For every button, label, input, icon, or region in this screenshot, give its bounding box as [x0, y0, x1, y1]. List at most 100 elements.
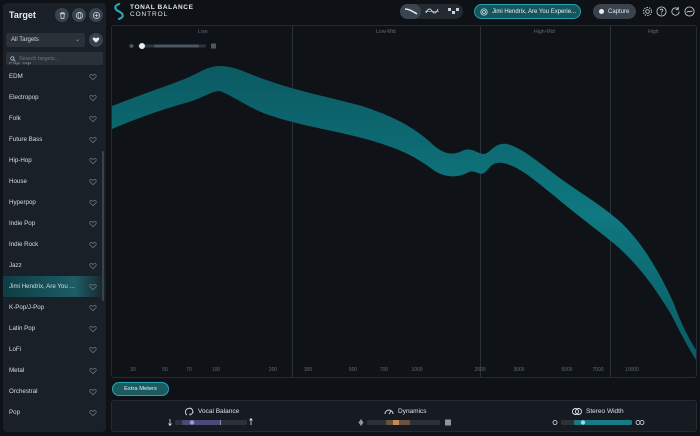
heart-icon[interactable]: [89, 241, 97, 249]
freq-tick: 50: [162, 367, 168, 373]
heart-icon[interactable]: [89, 73, 97, 81]
capture-button[interactable]: Capture: [593, 4, 636, 19]
target-list-item-label: Metal: [9, 367, 25, 374]
heart-icon[interactable]: [89, 157, 97, 165]
globe-icon: [75, 11, 83, 19]
target-list-item-label: Pop: [9, 409, 21, 416]
search-icon: [10, 55, 16, 62]
meters-view-button[interactable]: [442, 4, 463, 19]
head-icon: [185, 407, 194, 416]
heart-icon[interactable]: [89, 199, 97, 207]
target-list-item[interactable]: Electropop: [3, 87, 106, 108]
band-divider: [292, 26, 293, 377]
gear-icon[interactable]: [642, 6, 653, 17]
chevron-down-icon: ⌄: [74, 37, 80, 43]
smoothing-slider[interactable]: [129, 42, 219, 50]
target-list-item[interactable]: Orchestral: [3, 381, 106, 402]
heart-icon[interactable]: [89, 283, 97, 291]
arrow-down-icon: [168, 419, 172, 427]
brand-line1: TONAL BALANCE: [130, 4, 194, 11]
freq-tick: 200: [268, 367, 278, 373]
vocal-balance-label: Vocal Balance: [198, 408, 240, 415]
diamond-icon: [358, 419, 364, 426]
brand-line2: CONTROL: [130, 11, 169, 18]
vocal-balance-meter: Vocal Balance: [168, 401, 258, 433]
add-target-button[interactable]: [89, 8, 103, 22]
target-list-item[interactable]: Future Bass: [3, 129, 106, 150]
square-icon: [211, 43, 216, 49]
vocal-balance-bar: [168, 418, 253, 427]
band-divider: [480, 26, 481, 377]
target-list-item[interactable]: Jimi Hendrix, Are You ...: [3, 276, 106, 297]
target-list-item[interactable]: Jazz: [3, 255, 106, 276]
target-list-item-label: Future Bass: [9, 136, 43, 143]
heart-icon: [92, 37, 100, 43]
freq-tick: 500: [348, 367, 358, 373]
extra-meters-button[interactable]: Extra Meters: [112, 382, 169, 396]
target-filter-select[interactable]: All Targets ⌄: [6, 33, 85, 47]
target-list-item[interactable]: Folk: [3, 108, 106, 129]
target-list-item-label: Orchestral: [9, 388, 38, 395]
broadband-view-button[interactable]: [400, 4, 421, 19]
target-list-item[interactable]: Metal: [3, 360, 106, 381]
search-input[interactable]: [19, 55, 99, 62]
target-list-item-label: Indie Pop: [9, 220, 36, 227]
arrow-up-icon: [249, 418, 253, 425]
heart-icon[interactable]: [89, 178, 97, 186]
record-dot-icon: [599, 9, 604, 14]
target-list-item[interactable]: K-Pop/J-Pop: [3, 297, 106, 318]
list-item-partial[interactable]: Pop Top: [9, 62, 31, 66]
heart-icon[interactable]: [89, 367, 97, 375]
heart-icon[interactable]: [89, 325, 97, 333]
connection-icon[interactable]: [684, 6, 695, 17]
heart-icon[interactable]: [89, 115, 97, 123]
slider-handle[interactable]: [139, 43, 145, 49]
refresh-icon[interactable]: [670, 6, 681, 17]
search-box[interactable]: [6, 52, 103, 65]
favorites-filter-button[interactable]: [89, 33, 103, 47]
diamond-icon: [129, 43, 134, 49]
band-divider: [610, 26, 611, 377]
target-list-item-label: Hip-Hop: [9, 157, 32, 164]
broadband-curve-icon: [404, 8, 417, 15]
target-library-button[interactable]: [72, 8, 86, 22]
target-list-item[interactable]: Hyperpop: [3, 192, 106, 213]
target-list-item-label: Jimi Hendrix, Are You ...: [9, 283, 75, 290]
heart-icon[interactable]: [89, 388, 97, 396]
heart-icon[interactable]: [89, 346, 97, 354]
stereo-width-meter: Stereo Width: [552, 401, 648, 433]
delete-button[interactable]: [55, 8, 69, 22]
view-selector: [400, 4, 463, 19]
meters-panel: Vocal Balance Dynamics Stereo Width: [111, 400, 697, 432]
target-filter-value: All Targets: [11, 37, 39, 43]
heart-icon[interactable]: [89, 304, 97, 312]
target-list-item[interactable]: LoFi: [3, 339, 106, 360]
gauge-icon: [384, 409, 394, 415]
heart-icon[interactable]: [89, 136, 97, 144]
target-list-item-label: EDM: [9, 73, 23, 80]
capture-label: Capture: [608, 8, 630, 15]
heart-icon[interactable]: [89, 262, 97, 270]
fine-view-button[interactable]: [421, 4, 442, 19]
heart-icon[interactable]: [89, 409, 97, 417]
target-list-item[interactable]: House: [3, 171, 106, 192]
list-scrollbar[interactable]: [102, 151, 104, 301]
freq-tick: 300: [303, 367, 313, 373]
target-list-item-label: Indie Rock: [9, 241, 39, 248]
heart-icon[interactable]: [89, 220, 97, 228]
heart-icon[interactable]: [89, 94, 97, 102]
target-list-item-label: LoFi: [9, 346, 22, 353]
target-list: Pop Top EDM Electropop Folk Future Bass Hip-…: [3, 62, 106, 432]
target-list-item[interactable]: Latin Pop: [3, 318, 106, 339]
target-list-item-label: Folk: [9, 115, 21, 122]
target-list-item[interactable]: Indie Pop: [3, 213, 106, 234]
freq-tick: 100: [211, 367, 221, 373]
dynamics-bar: [358, 419, 451, 426]
stereo-width-label: Stereo Width: [586, 408, 624, 415]
help-icon[interactable]: [656, 6, 667, 17]
current-target-button[interactable]: Jimi Hendrix, Are You Experie...: [474, 4, 581, 19]
target-list-item[interactable]: Indie Rock: [3, 234, 106, 255]
target-list-item[interactable]: Pop: [3, 402, 106, 423]
target-list-item[interactable]: EDM: [3, 66, 106, 87]
target-list-item[interactable]: Hip-Hop: [3, 150, 106, 171]
